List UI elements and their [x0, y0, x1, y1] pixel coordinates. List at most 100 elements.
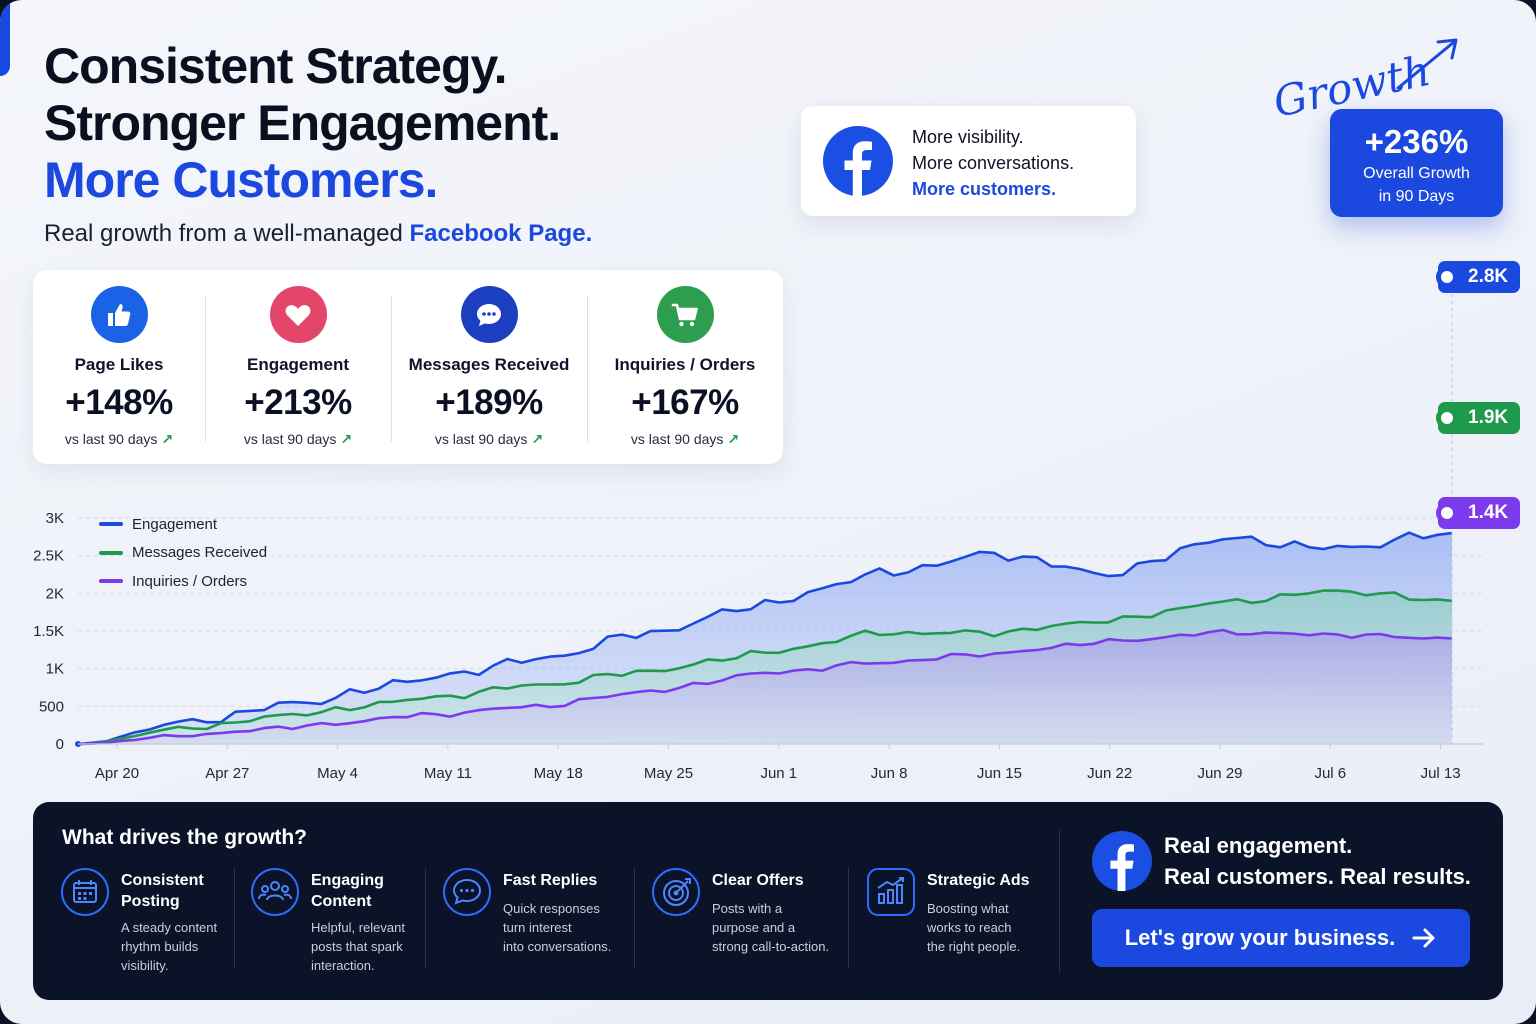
end-label-text: 1.4K — [1468, 502, 1509, 523]
driver-desc-line: works to reach — [927, 920, 1012, 935]
arrow-right-icon[interactable] — [1411, 925, 1437, 951]
legend-label: Messages Received — [132, 544, 268, 562]
stat-label: Inquiries / Orders — [614, 355, 756, 374]
stat-inquiries-orders: Inquiries / Orders +167% vs last 90 days… — [587, 270, 783, 464]
driver-desc-line: Boosting what — [927, 901, 1009, 916]
driver-title: Consistent Posting — [121, 870, 204, 912]
title-line-3: More Customers. — [44, 152, 438, 208]
stat-compare-text: vs last 90 days — [64, 431, 158, 447]
stat-compare-text: vs last 90 days — [630, 431, 724, 447]
area-messages-received — [78, 590, 1452, 744]
stats-card: Page Likes +148% vs last 90 days ↗ Engage… — [33, 270, 783, 464]
up-arrow-icon: ↗ — [340, 431, 353, 447]
up-arrow-icon: ↗ — [727, 431, 740, 447]
driver-desc-line: the right people. — [927, 939, 1021, 954]
y-tick-label: 0 — [56, 736, 64, 753]
facebook-logo-icon — [823, 126, 893, 196]
driver-desc-line: rhythm builds — [121, 939, 199, 954]
stat-messages-received: Messages Received +189% vs last 90 days ↗ — [391, 270, 587, 464]
driver-divider — [634, 868, 635, 968]
chat-icon — [443, 868, 491, 916]
y-tick-label: 1K — [46, 661, 64, 678]
growth-drivers-panel: What drives the growth? Consistent Postin… — [33, 802, 1503, 1000]
people-group-icon — [251, 868, 299, 916]
stat-label: Messages Received — [408, 355, 570, 374]
stat-value: +189% — [435, 383, 543, 422]
corner-accent — [0, 0, 10, 76]
grow-business-button-label[interactable]: Let's grow your business. — [1124, 925, 1396, 950]
end-dot — [1436, 502, 1458, 524]
overall-growth-badge: +236% Overall Growth in 90 Days — [1330, 109, 1503, 217]
cta-text: Real engagement. Real customers. Real re… — [1164, 830, 1471, 892]
drivers-heading: What drives the growth? — [62, 826, 308, 849]
line-inquiries-orders — [77, 628, 1453, 746]
subtitle-prefix: Real growth from a well-managed — [44, 220, 410, 247]
x-tick-label: Jun 29 — [1197, 765, 1242, 782]
driver-desc-line: into conversations. — [503, 939, 612, 954]
facebook-callout-card: More visibility. More conversations. Mor… — [801, 106, 1136, 216]
area-engagement — [78, 532, 1452, 744]
calendar-icon — [61, 868, 109, 916]
callout-line-3: More customers. — [912, 179, 1057, 199]
stat-engagement: Engagement +213% vs last 90 days ↗ — [205, 270, 391, 464]
shopping-cart-icon — [656, 286, 714, 343]
stat-compare-text: vs last 90 days — [243, 431, 337, 447]
stat-page-likes: Page Likes +148% vs last 90 days ↗ — [33, 270, 205, 464]
driver-desc-line: interaction. — [311, 958, 375, 973]
x-tick-label: Jun 1 — [760, 765, 797, 782]
overall-growth-value: +236% — [1364, 123, 1469, 160]
stat-compare: vs last 90 days ↗ — [391, 431, 587, 448]
y-tick-label: 500 — [39, 698, 64, 715]
up-arrow-icon: ↗ — [161, 431, 174, 447]
driver-divider — [848, 868, 849, 968]
y-tick-label: 1.5K — [33, 623, 64, 640]
stat-divider — [205, 296, 206, 442]
legend-label: Inquiries / Orders — [132, 572, 248, 590]
x-tick-label: Jul 6 — [1314, 765, 1346, 782]
cta-line-1: Real engagement. — [1164, 833, 1353, 858]
driver-desc-line: strong call-to-action. — [712, 939, 830, 954]
chart-legend: Engagement Messages Received Inquiries /… — [99, 510, 267, 596]
driver-title: Fast Replies — [503, 870, 597, 891]
legend-item-messages: Messages Received — [99, 539, 267, 568]
x-tick-label: Apr 27 — [205, 765, 249, 782]
driver-title-line: Clear Offers — [712, 872, 804, 889]
driver-desc-line: visibility. — [121, 958, 169, 973]
stat-value: +167% — [631, 383, 739, 422]
driver-title-line: Fast Replies — [503, 872, 598, 889]
driver-desc: Quick responses turn interest into convers… — [503, 899, 611, 956]
driver-desc-line: Helpful, relevant — [311, 920, 405, 935]
driver-title-line: Content — [311, 893, 372, 910]
driver-divider — [234, 868, 235, 968]
heart-icon — [269, 286, 327, 343]
legend-swatch — [99, 550, 123, 555]
driver-desc-line: Posts with a — [712, 901, 783, 916]
stat-label: Page Likes — [74, 355, 164, 374]
stat-value: +148% — [65, 383, 173, 422]
end-label-text: 2.8K — [1468, 266, 1509, 287]
driver-desc-line: posts that spark — [311, 939, 403, 954]
x-tick-label: Apr 20 — [95, 765, 139, 782]
stat-divider — [391, 296, 392, 442]
x-tick-label: Jul 13 — [1421, 765, 1461, 782]
driver-desc: A steady content rhythm builds visibility. — [121, 918, 217, 975]
grow-business-button[interactable]: Let's grow your business. — [1092, 909, 1470, 967]
driver-desc: Posts with a purpose and a strong call-to-… — [712, 899, 829, 956]
callout-line-2: More conversations. — [912, 153, 1075, 173]
y-tick-label: 3K — [46, 510, 64, 527]
driver-title-line: Strategic Ads — [927, 872, 1030, 889]
x-tick-label: Jun 8 — [871, 765, 908, 782]
title-line-2: Stronger Engagement. — [44, 95, 561, 151]
end-dot — [1436, 266, 1458, 288]
driver-title: Strategic Ads — [927, 870, 1030, 891]
end-label-text: 1.9K — [1468, 407, 1509, 428]
title-line-1: Consistent Strategy. — [44, 38, 508, 94]
y-tick-label: 2K — [46, 585, 64, 602]
x-tick-label: May 18 — [534, 765, 583, 782]
driver-desc-line: purpose and a — [712, 920, 796, 935]
x-tick-label: May 11 — [424, 765, 472, 782]
stat-compare: vs last 90 days ↗ — [587, 431, 783, 448]
x-tick-label: May 25 — [644, 765, 693, 782]
target-icon — [652, 868, 700, 916]
